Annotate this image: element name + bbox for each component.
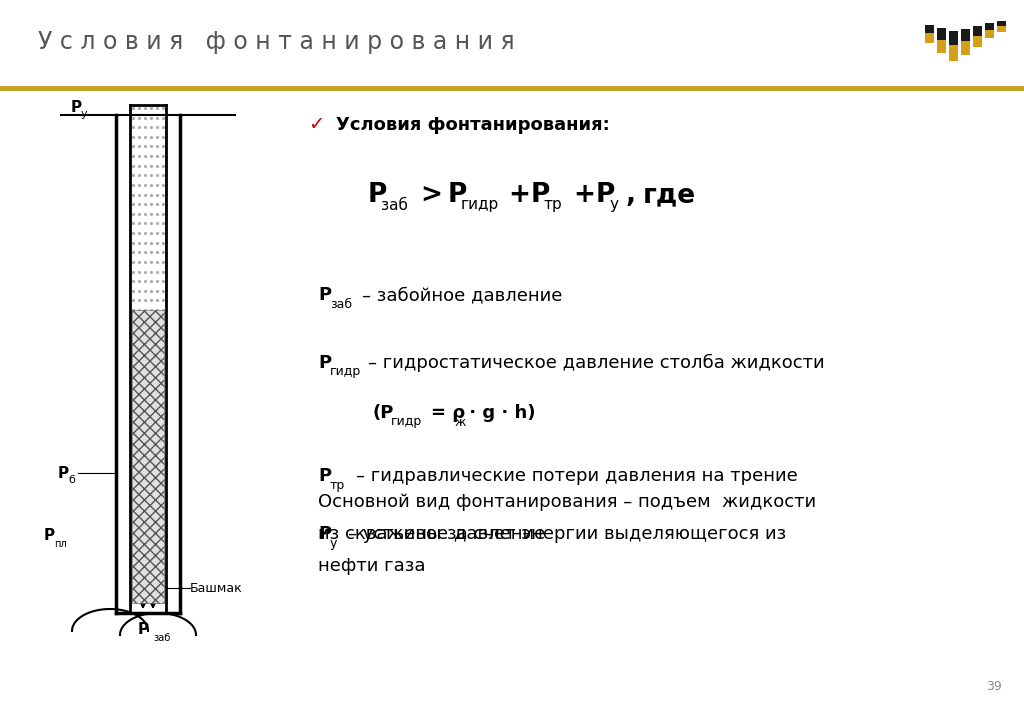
Text: у: у bbox=[330, 537, 337, 549]
Text: Условия фонтанирования:: Условия фонтанирования: bbox=[336, 116, 609, 134]
Text: P: P bbox=[318, 467, 331, 485]
Text: – гидравлические потери давления на трение: – гидравлические потери давления на трен… bbox=[356, 467, 798, 485]
Text: У с л о в и я   ф о н т а н и р о в а н и я: У с л о в и я ф о н т а н и р о в а н и … bbox=[38, 30, 515, 54]
Text: P: P bbox=[449, 182, 467, 208]
Text: ,: , bbox=[626, 182, 636, 208]
Text: пл: пл bbox=[54, 539, 67, 549]
Text: · g · h): · g · h) bbox=[463, 404, 536, 422]
Text: P: P bbox=[318, 525, 331, 543]
Text: P: P bbox=[318, 286, 331, 304]
Bar bbox=[961, 29, 970, 55]
Text: Основной вид фонтанирования – подъем  жидкости
из скважины за счет энергии выдел: Основной вид фонтанирования – подъем жид… bbox=[318, 493, 816, 575]
Text: >: > bbox=[420, 182, 442, 208]
Text: заб: заб bbox=[330, 297, 352, 311]
Text: 39: 39 bbox=[986, 680, 1002, 692]
Text: P: P bbox=[368, 182, 387, 208]
Text: гидр: гидр bbox=[391, 416, 422, 428]
Text: у: у bbox=[609, 198, 618, 212]
Text: P: P bbox=[71, 100, 82, 115]
Text: +: + bbox=[508, 182, 530, 208]
Bar bbox=[973, 26, 981, 47]
Text: ж: ж bbox=[455, 416, 466, 428]
Text: – устьевое давление: – устьевое давление bbox=[348, 525, 545, 543]
Bar bbox=[948, 31, 957, 61]
Text: Башмак: Башмак bbox=[190, 581, 243, 595]
Bar bbox=[948, 45, 957, 61]
Text: где: где bbox=[643, 182, 696, 208]
Text: P: P bbox=[44, 528, 55, 544]
Bar bbox=[925, 33, 934, 43]
Bar bbox=[973, 36, 981, 47]
Text: гидр: гидр bbox=[461, 198, 500, 212]
Text: ✓: ✓ bbox=[308, 115, 325, 135]
Bar bbox=[937, 28, 945, 53]
Text: P: P bbox=[531, 182, 550, 208]
Bar bbox=[132, 310, 164, 603]
Text: тр: тр bbox=[330, 479, 345, 491]
Bar bbox=[961, 41, 970, 55]
Bar bbox=[937, 40, 945, 53]
Text: заб: заб bbox=[153, 633, 170, 643]
Text: б: б bbox=[68, 475, 75, 485]
Bar bbox=[996, 21, 1006, 32]
Text: P: P bbox=[58, 465, 70, 481]
Text: заб: заб bbox=[381, 198, 408, 212]
Text: у: у bbox=[81, 109, 88, 119]
Text: тр: тр bbox=[544, 198, 563, 212]
Text: P: P bbox=[596, 182, 615, 208]
Text: +: + bbox=[573, 182, 595, 208]
Bar bbox=[925, 25, 934, 43]
Text: – гидростатическое давление столба жидкости: – гидростатическое давление столба жидко… bbox=[368, 354, 824, 372]
Bar bbox=[984, 23, 993, 38]
Text: гидр: гидр bbox=[330, 365, 361, 379]
Text: = ρ: = ρ bbox=[431, 404, 465, 422]
Bar bbox=[996, 26, 1006, 32]
Text: P: P bbox=[138, 622, 150, 637]
Bar bbox=[984, 30, 993, 38]
Text: P: P bbox=[318, 354, 331, 372]
Text: – забойное давление: – забойное давление bbox=[362, 286, 562, 304]
Text: (P: (P bbox=[373, 404, 394, 422]
